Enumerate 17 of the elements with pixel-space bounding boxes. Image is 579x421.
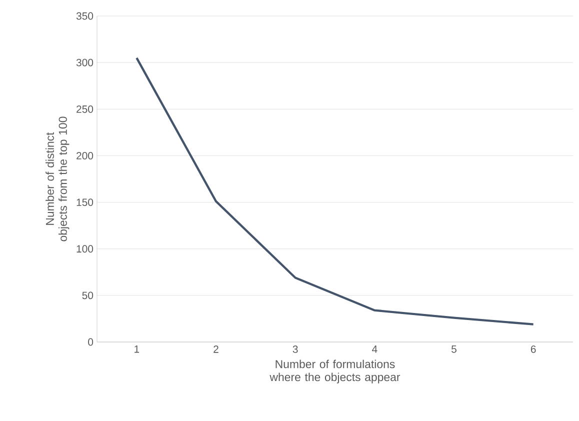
y-tick-label: 200 xyxy=(76,152,94,160)
y-tick-label: 150 xyxy=(76,198,94,206)
y-tick-label: 350 xyxy=(76,12,94,20)
y-axis-title: Number of distinct objects from the top 100 xyxy=(46,116,70,242)
x-tick-label: 5 xyxy=(452,346,456,353)
y-tick-label: 300 xyxy=(76,58,94,66)
y-tick-label: 0 xyxy=(88,338,94,346)
x-tick-label: 2 xyxy=(214,346,218,353)
x-tick-label: 3 xyxy=(292,346,298,353)
x-tick-label: 1 xyxy=(134,346,140,353)
x-tick-label: 6 xyxy=(530,346,536,353)
line-series xyxy=(136,56,534,326)
y-tick-label: 50 xyxy=(82,292,94,300)
y-tick-label: 100 xyxy=(76,245,94,253)
y-tick-label: 250 xyxy=(76,105,94,113)
x-tick-label: 4 xyxy=(372,346,378,353)
x-axis-title: Number of formulations where the objects appear xyxy=(270,360,400,384)
